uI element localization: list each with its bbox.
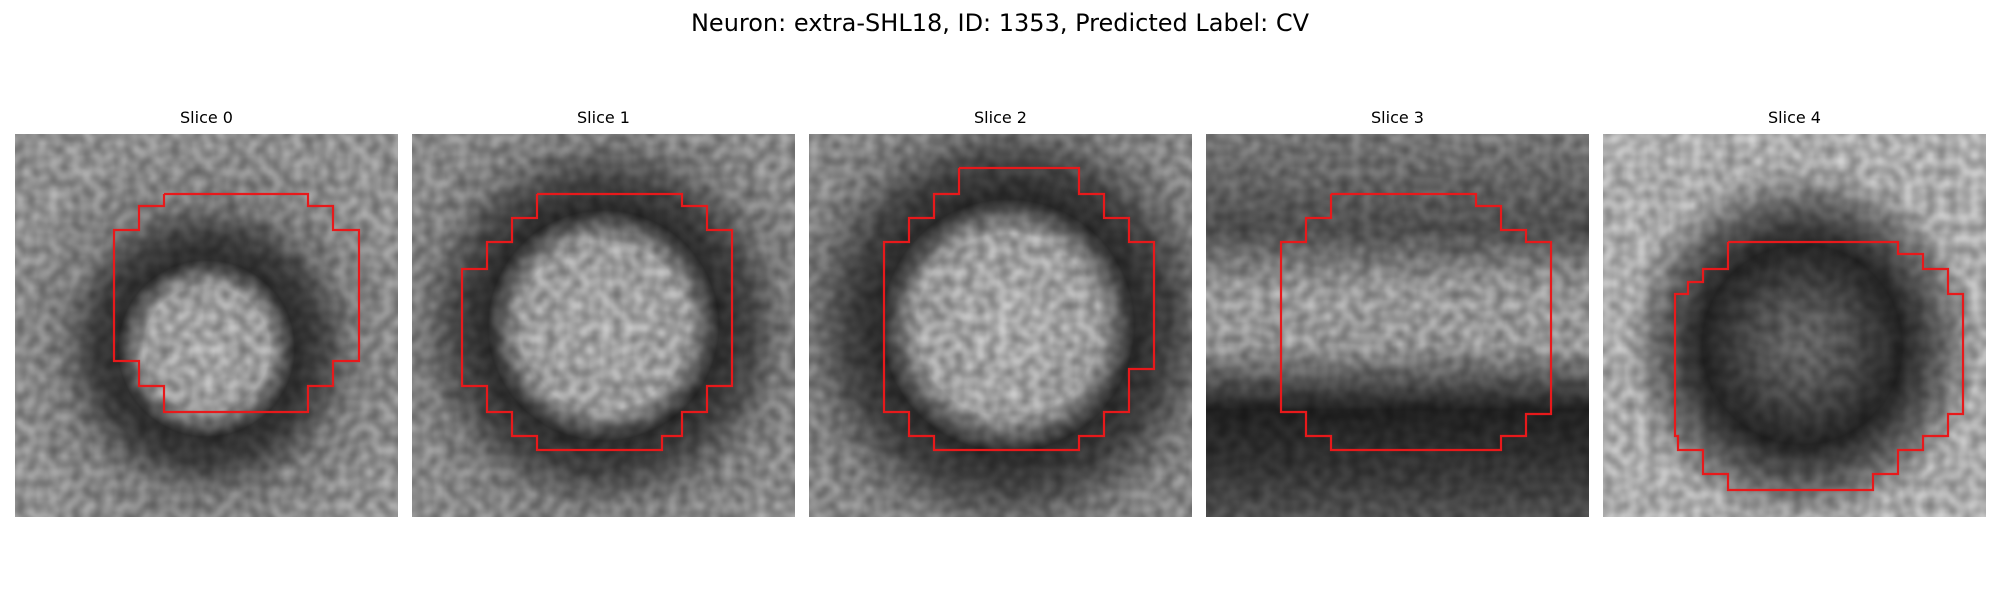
slice-panel-3: Slice 3	[1206, 108, 1589, 517]
contour-line	[1673, 240, 1965, 492]
slice-title: Slice 4	[1768, 108, 1821, 127]
slice-title: Slice 1	[577, 108, 630, 127]
contour-line	[112, 192, 361, 414]
slice-panel-4: Slice 4	[1603, 108, 1986, 517]
slice-panel-2: Slice 2	[809, 108, 1192, 517]
contour-line	[460, 192, 734, 452]
slice-panel-1: Slice 1	[412, 108, 795, 517]
slice-image-1	[412, 134, 795, 517]
slice-title: Slice 3	[1371, 108, 1424, 127]
slice-title: Slice 0	[180, 108, 233, 127]
contour-line	[1279, 192, 1553, 452]
slice-image-0	[15, 134, 398, 517]
slice-image-3	[1206, 134, 1589, 517]
slice-image-2	[809, 134, 1192, 517]
figure-title: Neuron: extra-SHL18, ID: 1353, Predicted…	[690, 9, 1310, 37]
slice-panel-0: Slice 0	[15, 108, 398, 517]
contour-line	[882, 166, 1156, 452]
slice-title: Slice 2	[974, 108, 1027, 127]
slice-image-4	[1603, 134, 1986, 517]
